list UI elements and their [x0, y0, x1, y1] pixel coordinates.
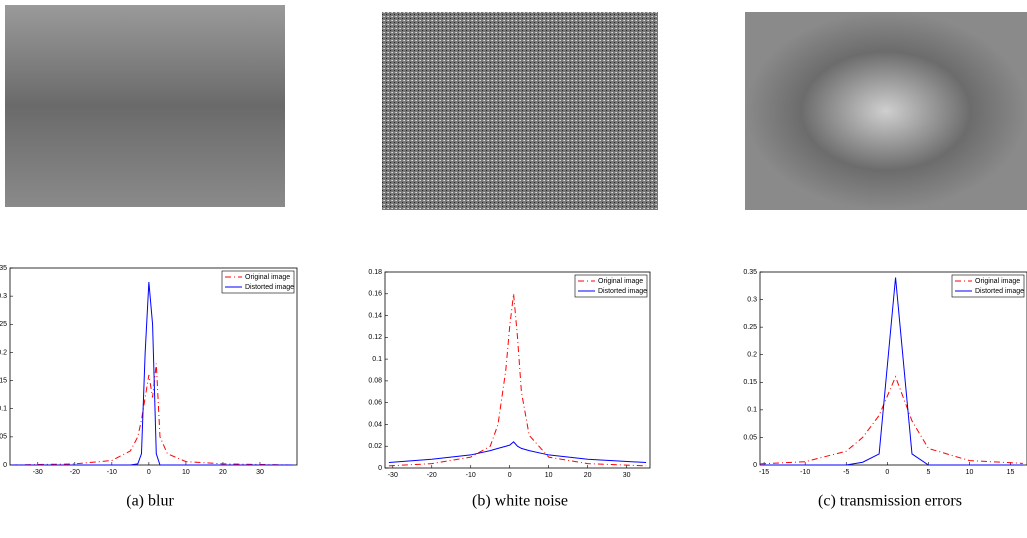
y-tick-label: 0.35: [743, 269, 757, 276]
x-tick-label: -20: [70, 469, 80, 476]
y-tick-label: 0.12: [368, 334, 382, 341]
errored-photo: [745, 12, 1027, 210]
y-tick-label: 0.08: [368, 378, 382, 385]
y-tick-label: 0.15: [743, 379, 757, 386]
x-tick-label: -30: [33, 469, 43, 476]
plot-frame: [384, 271, 651, 469]
legend-label: Original image: [975, 278, 1020, 285]
blurred-photo: [5, 5, 285, 207]
y-tick-label: 0.06: [368, 400, 382, 407]
y-tick-label: 0.16: [368, 291, 382, 298]
y-tick-label: 0: [753, 462, 757, 469]
x-tick-label: 10: [182, 469, 190, 476]
x-tick-label: 5: [926, 469, 930, 476]
y-tick-label: 0: [378, 465, 382, 472]
x-tick-label: -15: [759, 469, 769, 476]
y-tick-label: 0.1: [372, 356, 382, 363]
x-tick-label: -30: [388, 472, 398, 479]
series-line: [11, 282, 294, 466]
y-tick-label: 0.1: [747, 407, 757, 414]
x-tick-label: -20: [427, 472, 437, 479]
x-tick-label: 30: [623, 472, 631, 479]
y-tick-label: 0.05: [743, 434, 757, 441]
x-tick-label: 0: [508, 472, 512, 479]
y-tick-label: 0.35: [0, 265, 7, 272]
y-tick-label: 0.05: [0, 434, 7, 441]
x-tick-label: 10: [966, 469, 974, 476]
x-tick-label: -5: [843, 469, 849, 476]
legend-label: Original image: [245, 274, 290, 281]
x-tick-label: -10: [800, 469, 810, 476]
x-tick-label: 15: [1007, 469, 1015, 476]
y-tick-label: 0.2: [0, 349, 7, 356]
legend-label: Original image: [598, 278, 643, 285]
x-tick-label: 0: [885, 469, 889, 476]
series-line: [760, 277, 1023, 466]
noisy-photo: [382, 12, 658, 210]
y-tick-label: 0.25: [0, 321, 7, 328]
legend-label: Distorted image: [598, 288, 647, 295]
y-tick-label: 0.18: [368, 269, 382, 276]
y-tick-label: 0.3: [747, 296, 757, 303]
y-tick-label: 0.04: [368, 421, 382, 428]
series-line: [388, 293, 647, 467]
x-tick-label: 20: [584, 472, 592, 479]
caption: (c) transmission errors: [818, 493, 962, 510]
x-tick-label: -10: [466, 472, 476, 479]
y-tick-label: 0.3: [0, 293, 7, 300]
y-tick-label: 0.25: [743, 324, 757, 331]
x-tick-label: 0: [147, 469, 151, 476]
x-tick-label: 10: [545, 472, 553, 479]
x-tick-label: 30: [256, 469, 264, 476]
legend-label: Distorted image: [245, 284, 294, 291]
series-line: [388, 441, 647, 464]
caption: (b) white noise: [472, 493, 568, 510]
y-tick-label: 0.02: [368, 443, 382, 450]
caption: (a) blur: [126, 493, 174, 510]
y-tick-label: 0: [3, 462, 7, 469]
y-tick-label: 0.15: [0, 377, 7, 384]
legend-label: Distorted image: [975, 288, 1024, 295]
x-tick-label: 20: [219, 469, 227, 476]
series-line: [11, 363, 294, 466]
y-tick-label: 0.1: [0, 406, 7, 413]
series-line: [759, 375, 1023, 465]
y-tick-label: 0.14: [368, 312, 382, 319]
y-tick-label: 0.2: [747, 352, 757, 359]
x-tick-label: -10: [107, 469, 117, 476]
